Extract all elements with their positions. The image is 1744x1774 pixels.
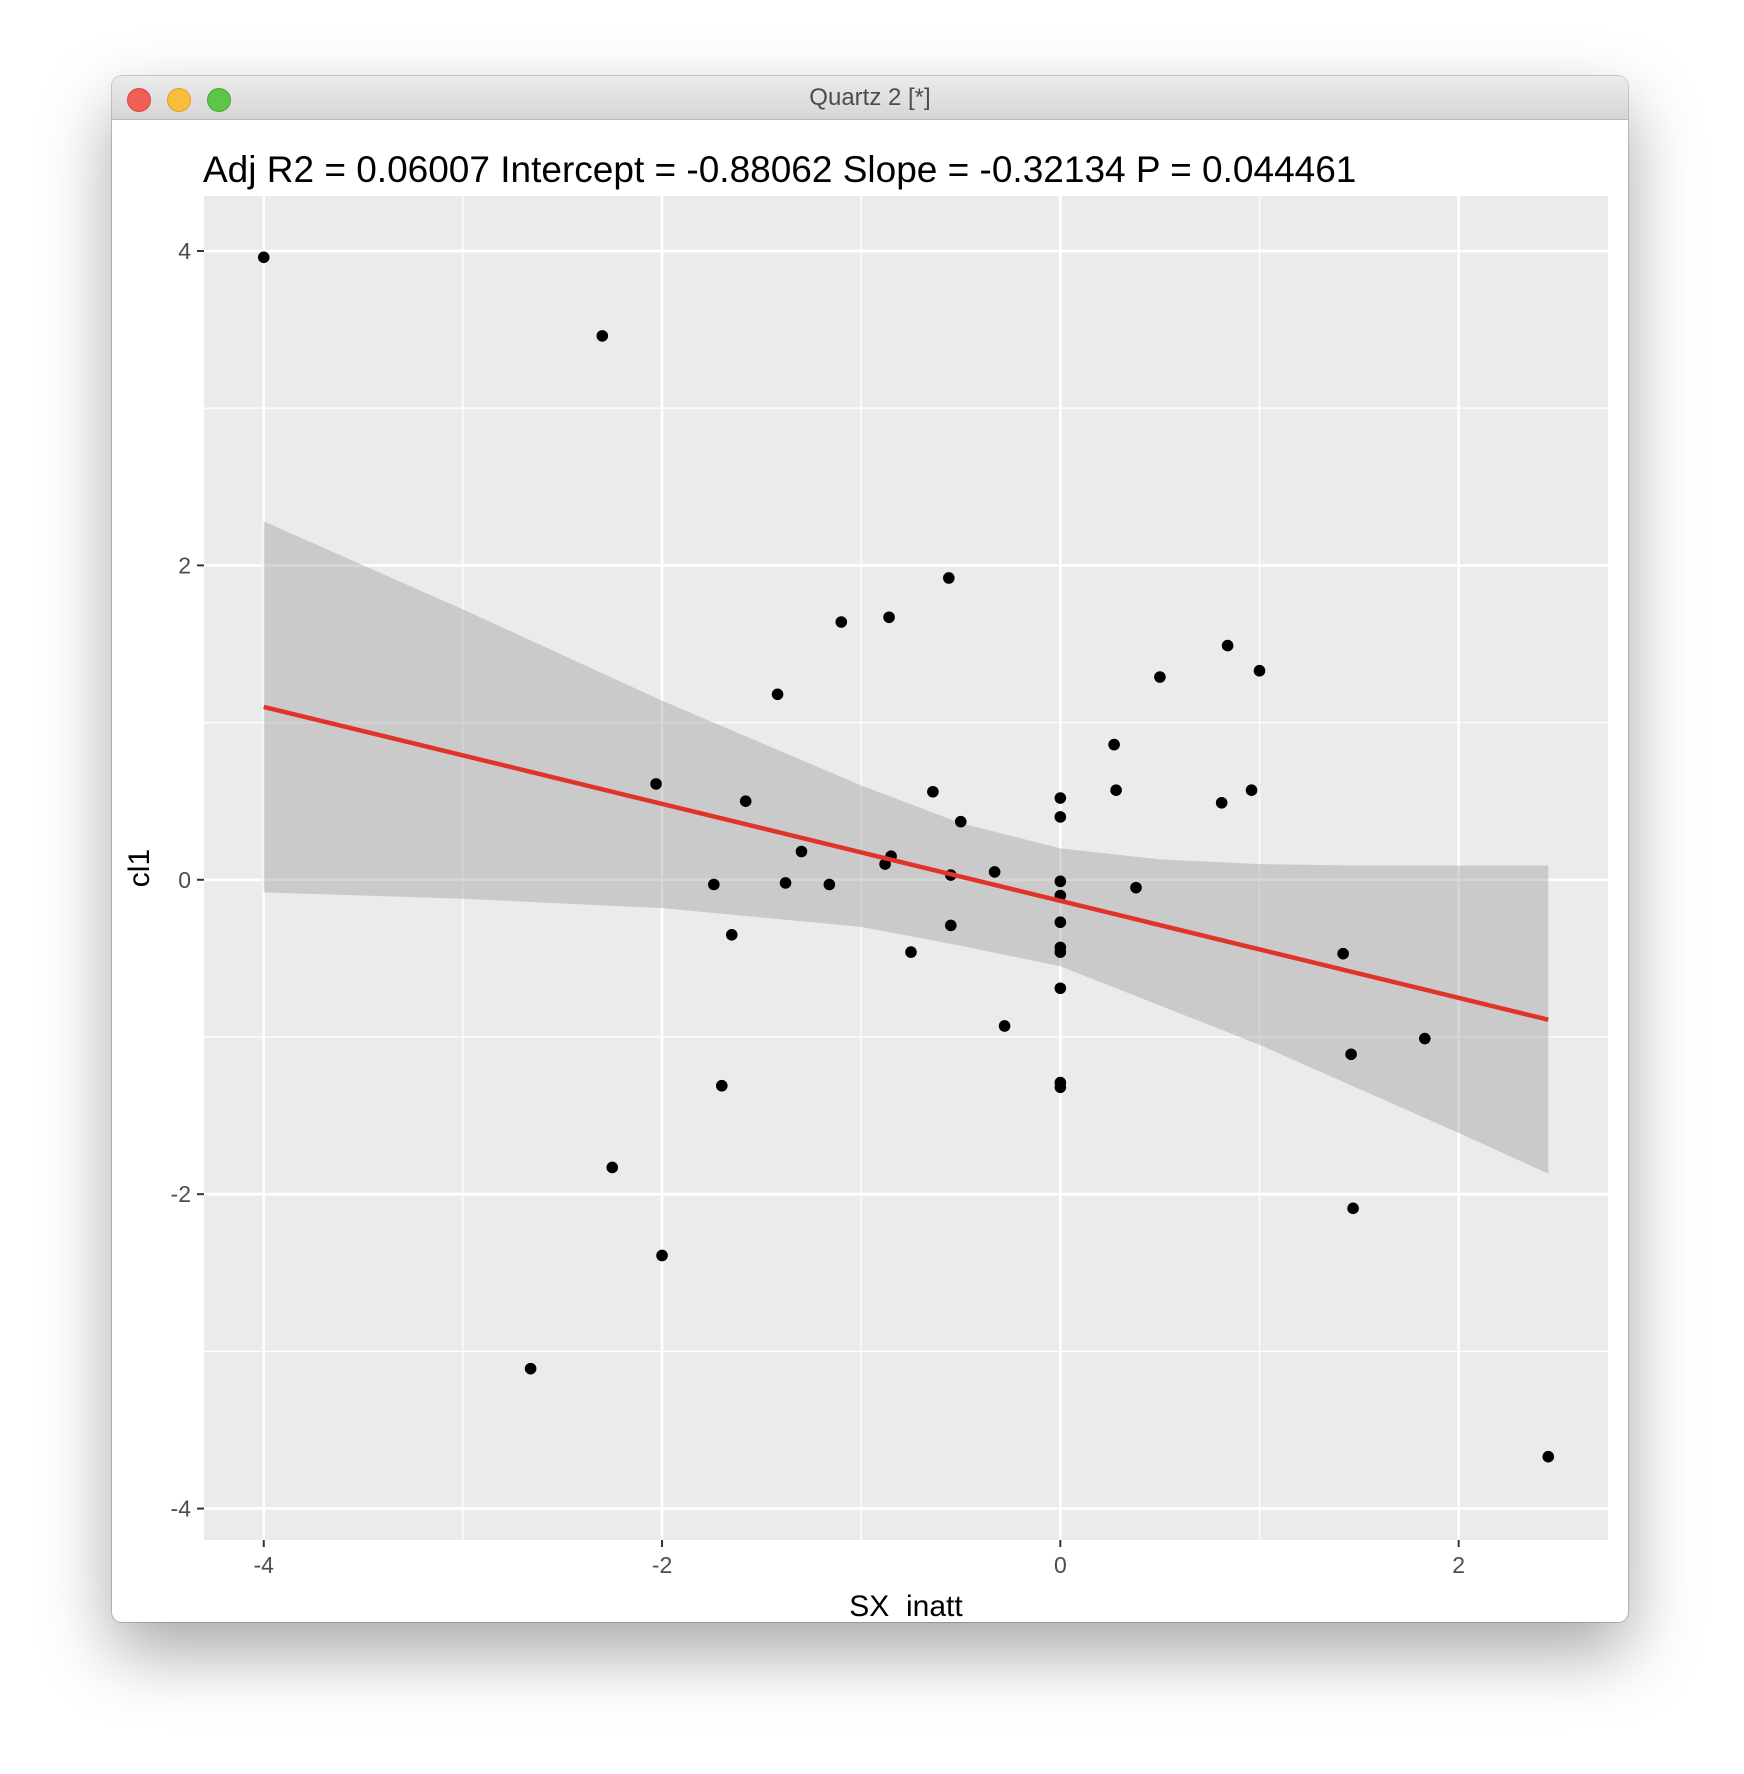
data-point [779,877,792,889]
data-point [1347,1202,1359,1215]
data-point [725,929,738,941]
data-point [1110,784,1122,796]
data-point [905,946,917,958]
data-point [1054,946,1067,958]
data-point [606,1161,619,1174]
data-point [1054,811,1067,823]
confidence-band [263,521,1549,1174]
close-button[interactable] [127,88,151,112]
minimize-button[interactable] [167,88,191,112]
zoom-button[interactable] [207,88,231,112]
data-point [1054,792,1067,804]
data-point [650,778,662,790]
y-tick-label: -4 [171,1496,192,1522]
data-point [954,815,967,828]
data-point [835,616,848,628]
data-point [524,1362,537,1375]
data-point [1345,1048,1357,1061]
data-point [1054,916,1067,929]
data-point [943,572,955,584]
y-tick-label: -2 [171,1181,191,1207]
data-point [998,1020,1011,1032]
data-point [945,919,957,932]
y-tick-label: 2 [178,552,191,578]
data-point [708,878,720,891]
window-title: Quartz 2 [*] [809,84,931,111]
data-point [257,251,270,264]
plot-panel [204,196,1608,1540]
data-point [1054,1081,1067,1094]
data-point [1054,982,1067,995]
data-point [1054,875,1067,888]
y-axis-ticks: -4 -2 0 2 4 [171,238,204,1522]
data-point [927,785,939,798]
data-point [1221,639,1234,652]
scatter-plot: Adj R2 = 0.06007 Intercept = -0.88062 Sl… [123,149,1608,1620]
data-points [257,251,1555,1463]
title-bar[interactable]: Quartz 2 [*] [112,76,1628,120]
data-point [1337,947,1349,960]
data-point [1253,664,1266,677]
y-tick-label: 4 [178,238,191,264]
data-point [1154,671,1166,683]
x-tick-label: 0 [1054,1552,1067,1578]
data-point [1245,784,1258,796]
data-point [883,611,895,624]
data-point [795,845,808,858]
data-point [739,795,752,807]
data-point [596,330,609,342]
x-axis-label: SX_inatt [849,1590,963,1620]
data-point [771,688,784,701]
x-tick-label: -2 [652,1552,672,1578]
major-gridlines [204,196,1608,1540]
data-point [1108,738,1120,751]
plot-window: Quartz 2 [*] Adj R2 = 0.06007 Intercept … [112,76,1628,1622]
y-tick-label: 0 [178,867,191,893]
x-tick-label: -4 [254,1552,275,1578]
data-point [1215,796,1228,809]
data-point [823,878,836,891]
plot-title: Adj R2 = 0.06007 Intercept = -0.88062 Sl… [203,149,1356,190]
x-axis-ticks: -4 -2 0 2 [254,1540,1465,1578]
data-point [656,1249,668,1262]
x-tick-label: 2 [1452,1552,1465,1578]
data-point [1418,1032,1431,1045]
data-point [1542,1450,1555,1463]
regression-line [263,704,1549,1022]
data-point [988,866,1001,878]
minor-gridlines [204,196,1608,1540]
data-point [1130,881,1142,894]
data-point [715,1079,728,1092]
y-axis-label: cl1 [123,849,156,887]
